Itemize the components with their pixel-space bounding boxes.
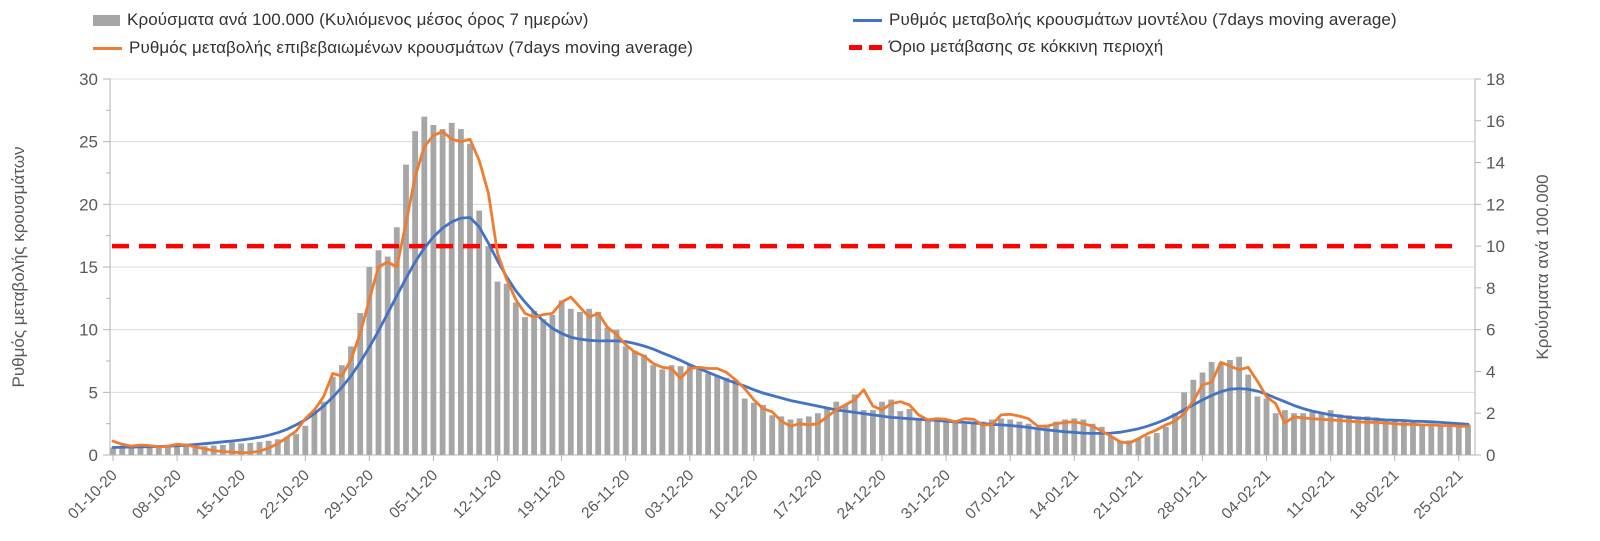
svg-text:0: 0 <box>89 446 98 465</box>
svg-text:22-10-20: 22-10-20 <box>257 467 313 523</box>
svg-text:18: 18 <box>1486 70 1505 89</box>
confirmed-rate-line <box>111 130 1470 455</box>
svg-text:24-12-20: 24-12-20 <box>834 467 890 523</box>
svg-text:10: 10 <box>1486 237 1505 256</box>
model-line-swatch-icon <box>853 18 882 22</box>
svg-text:12-11-20: 12-11-20 <box>450 467 505 522</box>
svg-text:12: 12 <box>1486 195 1505 214</box>
legend-item-cases-per-100k: Κρούσματα ανά 100.000 (Κυλιόμενος μέσος … <box>93 10 588 30</box>
right-axis-title: Κρούσματα ανά 100.000 <box>1533 174 1552 359</box>
legend-item-confirmed-rate: Ρυθμός μεταβολής επιβεβαιωμένων κρουσμάτ… <box>93 38 693 58</box>
svg-text:19-11-20: 19-11-20 <box>514 467 569 522</box>
svg-text:14: 14 <box>1486 154 1505 173</box>
svg-text:25: 25 <box>79 133 98 152</box>
svg-text:08-10-20: 08-10-20 <box>129 467 185 523</box>
gridlines <box>110 78 1475 393</box>
model-rate-line <box>111 216 1470 449</box>
threshold-dash-swatch-icon <box>849 44 882 50</box>
svg-text:10: 10 <box>79 321 98 340</box>
confirmed-line-swatch-icon <box>93 46 122 50</box>
bar-series-cases-per-100k <box>110 116 1471 456</box>
svg-text:18-02-21: 18-02-21 <box>1347 467 1403 523</box>
y-axis-right: 0 2 4 6 8 10 12 14 16 18 <box>1475 70 1505 465</box>
svg-text:01-10-20: 01-10-20 <box>65 467 121 523</box>
svg-text:25-02-21: 25-02-21 <box>1411 467 1467 523</box>
svg-text:16: 16 <box>1486 112 1505 131</box>
svg-text:14-01-21: 14-01-21 <box>1026 467 1082 523</box>
svg-text:0: 0 <box>1486 446 1495 465</box>
legend-label-confirmed-rate: Ρυθμός μεταβολής επιβεβαιωμένων κρουσμάτ… <box>129 38 694 57</box>
svg-text:6: 6 <box>1486 321 1495 340</box>
svg-text:30: 30 <box>79 70 98 89</box>
legend-label-cases-per-100k: Κρούσματα ανά 100.000 (Κυλιόμενος μέσος … <box>127 10 589 29</box>
svg-text:8: 8 <box>1486 279 1495 298</box>
y-axis-left: 0 5 10 15 20 25 30 <box>79 70 110 465</box>
svg-text:10-12-20: 10-12-20 <box>706 467 762 523</box>
svg-text:29-10-20: 29-10-20 <box>321 467 377 523</box>
svg-text:26-11-20: 26-11-20 <box>578 467 633 522</box>
svg-text:07-01-21: 07-01-21 <box>962 467 1018 523</box>
legend-label-red-zone-threshold: Όριο μετάβασης σε κόκκινη περιοχή <box>889 37 1164 56</box>
bar-series-swatch-icon <box>93 14 120 26</box>
svg-text:15: 15 <box>79 258 98 277</box>
svg-text:20: 20 <box>79 195 98 214</box>
svg-text:03-12-20: 03-12-20 <box>642 467 698 523</box>
svg-text:15-10-20: 15-10-20 <box>193 467 249 523</box>
x-axis: 01-10-20 08-10-20 15-10-20 22-10-20 29-10-20… <box>65 455 1467 523</box>
svg-text:4: 4 <box>1486 362 1495 381</box>
svg-text:04-02-21: 04-02-21 <box>1218 467 1274 523</box>
svg-text:21-01-21: 21-01-21 <box>1090 467 1146 523</box>
legend-label-model-rate: Ρυθμός μεταβολής κρουσμάτων μοντέλου (7d… <box>889 10 1397 29</box>
svg-text:11-02-21: 11-02-21 <box>1283 467 1338 522</box>
svg-text:17-12-20: 17-12-20 <box>770 467 826 523</box>
legend-item-model-rate: Ρυθμός μεταβολής κρουσμάτων μοντέλου (7d… <box>853 10 1397 30</box>
svg-text:05-11-20: 05-11-20 <box>386 467 441 522</box>
legend-item-red-zone-threshold: Όριο μετάβασης σε κόκκινη περιοχή <box>849 37 1163 57</box>
svg-text:2: 2 <box>1486 404 1495 423</box>
svg-text:28-01-21: 28-01-21 <box>1154 467 1210 523</box>
svg-text:5: 5 <box>89 383 98 402</box>
svg-text:31-12-20: 31-12-20 <box>898 467 954 523</box>
left-axis-title: Ρυθμός μεταβολής κρουσμάτων <box>9 147 28 388</box>
